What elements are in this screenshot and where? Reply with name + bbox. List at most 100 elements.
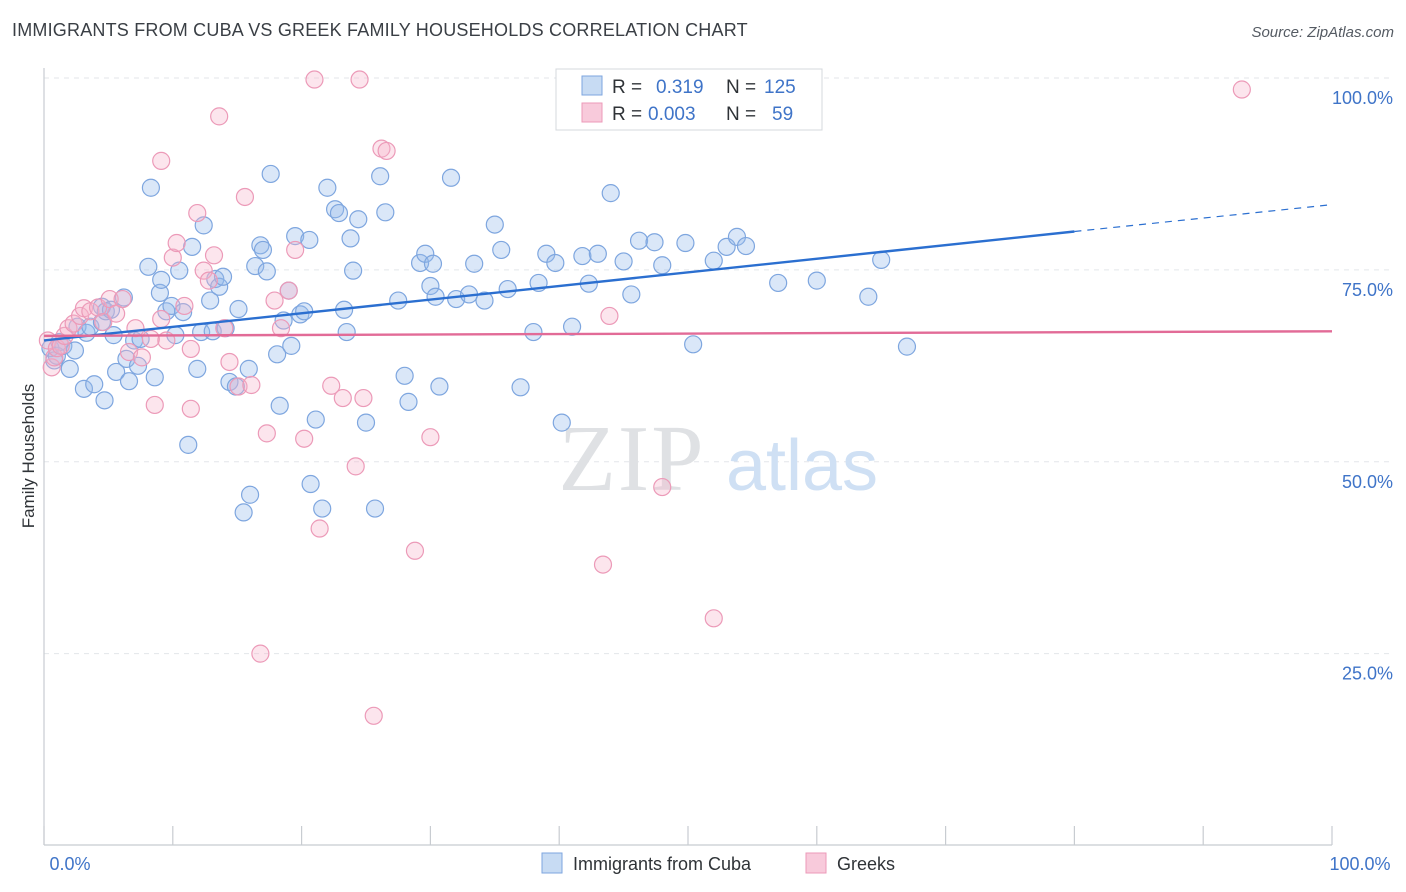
greeks-point — [235, 187, 255, 207]
cuba-point — [423, 254, 443, 273]
cuba-point — [229, 299, 248, 319]
cuba-point — [188, 359, 207, 378]
greeks-point — [152, 309, 171, 329]
cuba-point — [306, 410, 325, 429]
greeks-point — [175, 296, 194, 316]
greeks-point — [704, 609, 723, 628]
cuba-point — [162, 296, 181, 316]
cuba-point — [95, 391, 114, 410]
cuba-point — [872, 250, 891, 269]
cuba-point — [65, 341, 85, 360]
greeks-point — [310, 519, 329, 538]
cuba-point — [60, 359, 79, 378]
cuba-point — [282, 336, 301, 355]
greeks-point — [145, 395, 164, 415]
cuba-point — [492, 240, 511, 260]
cuba-point — [286, 227, 305, 246]
greeks-point — [377, 141, 396, 161]
greeks-point — [210, 107, 229, 126]
cuba-point — [239, 359, 258, 378]
cuba-point — [337, 322, 356, 342]
cuba-point — [546, 253, 565, 273]
cuba-point — [341, 229, 360, 248]
greeks-point — [181, 399, 200, 418]
greeks-point — [251, 644, 270, 663]
cuba-point — [389, 291, 408, 310]
greeks-point — [188, 203, 207, 223]
legend-n-value-pink: 59 — [772, 104, 793, 125]
greeks-point — [354, 388, 373, 408]
cuba-point — [257, 262, 276, 281]
cuba-point — [240, 485, 260, 504]
y-tick-label: 50.0% — [1342, 472, 1393, 492]
greeks-point — [94, 312, 113, 332]
legend-swatch-greeks — [805, 852, 827, 874]
greeks-point — [113, 289, 132, 309]
greeks-point — [271, 319, 291, 338]
cuba-point — [139, 257, 158, 276]
greeks-point — [167, 233, 186, 253]
greeks-point — [126, 319, 145, 338]
cuba-point — [344, 261, 363, 280]
greeks-point — [421, 428, 440, 447]
greeks-point — [364, 706, 383, 725]
greeks-point — [132, 348, 151, 367]
greeks-point — [653, 477, 672, 497]
source-label: Source: ZipAtlas.com — [1251, 24, 1394, 41]
greeks-point — [215, 319, 234, 338]
greeks-point — [286, 240, 305, 260]
cuba-point — [119, 372, 139, 391]
cuba-point — [562, 317, 582, 336]
cuba-point — [128, 356, 148, 375]
cuba-point — [416, 244, 435, 263]
cuba-point — [769, 273, 788, 293]
cuba-point — [676, 233, 695, 253]
cuba-point — [376, 203, 395, 222]
greeks-point — [199, 271, 218, 290]
greeks-point — [350, 70, 369, 89]
cuba-point — [622, 285, 641, 304]
greeks-point — [346, 457, 365, 476]
cuba-point — [421, 276, 440, 296]
cuba-point — [210, 277, 229, 296]
series-legend: Immigrants from Cuba Greeks — [541, 852, 895, 874]
cuba-point — [684, 335, 703, 354]
cuba-point — [174, 302, 193, 322]
series-greeks — [38, 70, 1251, 725]
greeks-point — [51, 336, 70, 355]
y-tick-labels: 100.0% 75.0% 50.0% 25.0% — [1332, 88, 1393, 684]
legend-r-value-blue: 0.319 — [656, 77, 704, 98]
cuba-point — [270, 396, 289, 415]
cuba-point — [645, 233, 664, 252]
cuba-point — [465, 254, 484, 273]
cuba-point — [601, 184, 620, 203]
greeks-point — [242, 375, 261, 395]
greeks-point — [141, 329, 161, 349]
trend-lines — [43, 204, 1333, 342]
legend-r-value-pink: 0.003 — [648, 104, 696, 125]
greeks-point — [333, 388, 352, 408]
cuba-point — [475, 291, 494, 310]
greeks-point — [204, 246, 224, 265]
legend-n-label-blue: N = — [726, 77, 756, 98]
cuba-point — [349, 210, 368, 229]
cuba-trend-line — [43, 230, 1075, 342]
greeks-point — [152, 151, 171, 170]
cuba-point — [261, 164, 280, 184]
y-axis-label: Family Households — [19, 384, 38, 529]
cuba-point — [371, 167, 390, 186]
cuba-point — [485, 215, 504, 234]
watermark-zip: ZIP — [559, 407, 706, 511]
greeks-point — [181, 339, 200, 359]
stats-legend: R = 0.319 N = 125 R = 0.003 N = 59 — [555, 68, 823, 131]
cuba-point — [141, 178, 161, 197]
greeks-point — [163, 248, 182, 267]
cuba-point — [201, 291, 220, 310]
cuba-point — [179, 435, 198, 454]
watermark-atlas: atlas — [726, 426, 878, 506]
y-tick-label: 75.0% — [1342, 280, 1393, 300]
greeks-point — [305, 70, 324, 89]
cuba-point — [552, 413, 571, 432]
legend-r-label-pink: R = — [612, 104, 642, 125]
